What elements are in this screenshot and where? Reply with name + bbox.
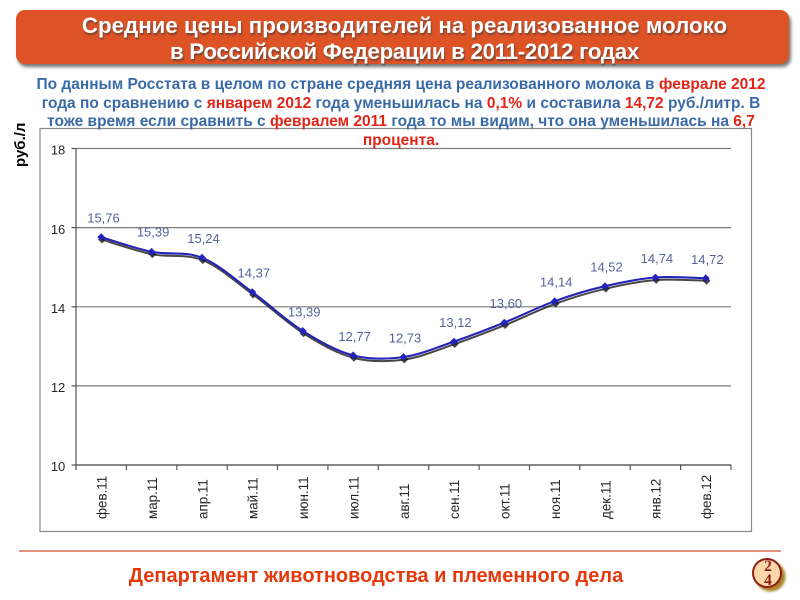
svg-text:14,72: 14,72 xyxy=(691,252,724,267)
svg-text:руб./л: руб./л xyxy=(12,123,29,167)
svg-text:15,76: 15,76 xyxy=(87,211,120,226)
svg-text:июл.11: июл.11 xyxy=(346,476,361,519)
svg-text:15,39: 15,39 xyxy=(137,224,170,239)
svg-text:окт.11: окт.11 xyxy=(498,483,513,519)
svg-text:13,60: 13,60 xyxy=(490,296,523,311)
svg-text:14,52: 14,52 xyxy=(590,260,623,275)
svg-text:14,14: 14,14 xyxy=(540,275,573,290)
svg-text:фев.12: фев.12 xyxy=(699,475,714,519)
svg-text:14: 14 xyxy=(51,301,65,316)
svg-text:дек.11: дек.11 xyxy=(598,480,613,519)
svg-text:фев.11: фев.11 xyxy=(95,476,110,519)
svg-text:12,77: 12,77 xyxy=(338,329,371,344)
svg-text:14,37: 14,37 xyxy=(238,266,271,281)
svg-text:май.11: май.11 xyxy=(246,477,261,519)
svg-text:13,39: 13,39 xyxy=(288,304,321,319)
svg-text:13,12: 13,12 xyxy=(439,315,472,330)
svg-text:10: 10 xyxy=(51,459,65,474)
svg-text:авг.11: авг.11 xyxy=(397,484,412,519)
svg-text:янв.12: янв.12 xyxy=(649,479,664,519)
svg-text:сен.11: сен.11 xyxy=(447,480,462,519)
svg-text:мар.11: мар.11 xyxy=(145,477,160,519)
svg-text:июн.11: июн.11 xyxy=(296,476,311,519)
svg-text:14,74: 14,74 xyxy=(641,251,674,266)
svg-text:12,73: 12,73 xyxy=(389,331,422,346)
svg-text:12: 12 xyxy=(51,380,65,395)
svg-text:18: 18 xyxy=(51,143,65,158)
svg-text:апр.11: апр.11 xyxy=(195,479,210,519)
svg-text:15,24: 15,24 xyxy=(187,231,220,246)
svg-text:ноя.11: ноя.11 xyxy=(548,479,563,519)
svg-text:16: 16 xyxy=(51,222,65,237)
